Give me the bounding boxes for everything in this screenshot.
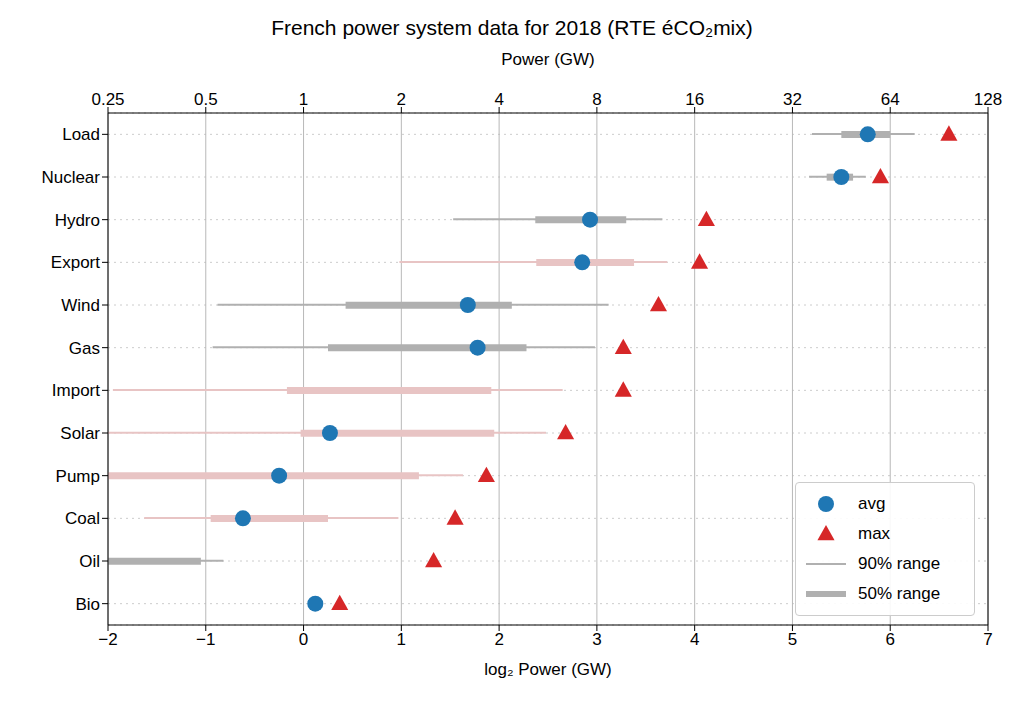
svg-text:Oil: Oil xyxy=(79,552,100,571)
svg-text:Coal: Coal xyxy=(65,509,100,528)
html-text:50% range: 50% range xyxy=(858,584,941,603)
svg-text:−2: −2 xyxy=(98,630,117,649)
html-text:avg: avg xyxy=(858,494,886,513)
svg-text:2: 2 xyxy=(494,630,503,649)
svg-text:32: 32 xyxy=(783,90,802,109)
svg-text:Hydro: Hydro xyxy=(55,211,100,230)
svg-text:3: 3 xyxy=(592,630,601,649)
svg-text:16: 16 xyxy=(685,90,704,109)
svg-text:Solar: Solar xyxy=(60,424,100,443)
svg-text:Wind: Wind xyxy=(61,296,100,315)
svg-text:64: 64 xyxy=(881,90,900,109)
svg-text:Load: Load xyxy=(62,125,100,144)
svg-text:2: 2 xyxy=(397,90,406,109)
svg-text:Nuclear: Nuclear xyxy=(41,168,100,187)
svg-text:4: 4 xyxy=(494,90,503,109)
html-text:90% range: 90% range xyxy=(858,554,941,573)
svg-text:Power (GW): Power (GW) xyxy=(501,50,595,69)
svg-text:6: 6 xyxy=(885,630,894,649)
svg-text:Bio: Bio xyxy=(75,595,100,614)
svg-text:5: 5 xyxy=(788,630,797,649)
svg-text:log₂ Power (GW): log₂ Power (GW) xyxy=(484,660,612,679)
svg-text:0.25: 0.25 xyxy=(91,90,124,109)
svg-text:8: 8 xyxy=(592,90,601,109)
svg-text:Export: Export xyxy=(51,253,100,272)
svg-text:Pump: Pump xyxy=(56,467,100,486)
svg-text:Gas: Gas xyxy=(69,339,100,358)
html-text:French power system data for 2: French power system data for 2018 (RTE é… xyxy=(271,16,753,39)
svg-text:0.5: 0.5 xyxy=(194,90,218,109)
svg-text:4: 4 xyxy=(690,630,699,649)
svg-text:128: 128 xyxy=(974,90,1002,109)
svg-text:1: 1 xyxy=(397,630,406,649)
svg-text:7: 7 xyxy=(983,630,992,649)
svg-text:−1: −1 xyxy=(196,630,215,649)
html-text:max: max xyxy=(858,524,891,543)
svg-text:Import: Import xyxy=(52,381,100,400)
svg-text:1: 1 xyxy=(299,90,308,109)
svg-text:0: 0 xyxy=(299,630,308,649)
